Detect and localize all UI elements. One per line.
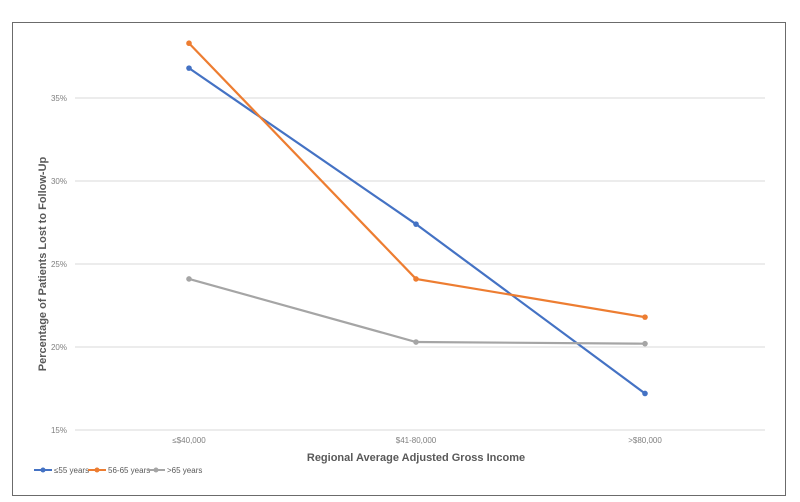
data-point [186,40,192,47]
data-point [642,340,648,347]
legend-label: ≤55 years [54,466,89,475]
series-line [188,67,646,395]
data-point [642,390,648,397]
data-point [413,339,419,345]
data-point [413,221,419,227]
y-tick-label: 20% [51,343,67,352]
legend-marker [153,467,159,473]
x-tick-label: >$80,000 [628,436,662,445]
chart-frame [12,22,786,496]
data-point [186,65,192,71]
data-point [186,276,192,282]
y-tick-label: 30% [51,177,67,186]
y-tick-label: 35% [51,94,67,103]
y-tick-label: 25% [51,260,67,269]
legend-marker [40,467,46,473]
legend-label: >65 years [167,466,202,475]
series-line [188,277,646,345]
data-point [642,314,648,320]
legend-label: 56-65 years [108,466,150,475]
series-line [188,42,646,319]
y-tick-label: 15% [51,426,67,435]
data-point [413,276,419,282]
x-tick-label: $41-80,000 [396,436,437,445]
x-axis-title: Regional Average Adjusted Gross Income [307,452,525,464]
y-axis-title: Percentage of Patients Lost to Follow-Up [37,156,49,371]
legend-marker [94,467,100,473]
x-tick-label: ≤$40,000 [172,436,206,445]
